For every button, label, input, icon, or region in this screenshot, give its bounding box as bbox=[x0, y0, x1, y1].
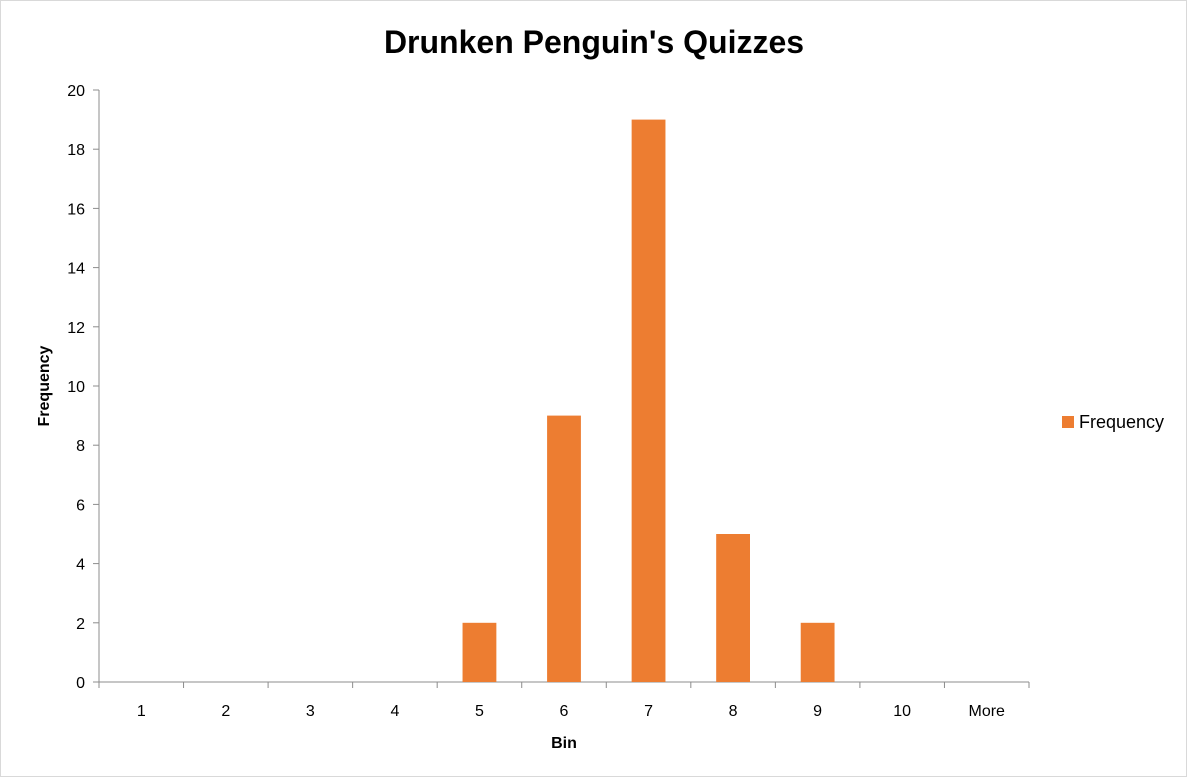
x-tick-label: 10 bbox=[893, 703, 911, 720]
y-tick-label: 16 bbox=[67, 201, 85, 218]
y-tick-label: 6 bbox=[76, 497, 85, 514]
x-axis: 1 2 3 4 5 6 7 8 9 10 More bbox=[98, 681, 1030, 720]
bar bbox=[716, 534, 750, 682]
y-tick-label: 4 bbox=[76, 557, 85, 574]
bar bbox=[547, 415, 581, 682]
y-tick-label: 2 bbox=[76, 616, 85, 633]
x-tick-label: 6 bbox=[560, 703, 569, 720]
bar bbox=[800, 622, 835, 682]
legend: Frequency bbox=[1062, 412, 1164, 432]
legend-label: Frequency bbox=[1079, 412, 1164, 432]
y-tick-label: 8 bbox=[76, 438, 85, 455]
x-tick-label: More bbox=[969, 703, 1006, 720]
legend-swatch bbox=[1062, 416, 1074, 428]
x-tick-label: 7 bbox=[644, 703, 653, 720]
y-tick-label: 18 bbox=[67, 142, 85, 159]
y-tick-label: 20 bbox=[67, 83, 85, 100]
x-tick-label: 4 bbox=[390, 703, 399, 720]
bar bbox=[462, 622, 497, 682]
y-axis: 0 2 4 6 8 10 12 14 16 18 20 bbox=[67, 83, 100, 692]
x-tick-label: 8 bbox=[729, 703, 738, 720]
x-tick-label: 1 bbox=[137, 703, 146, 720]
y-axis-title: Frequency bbox=[36, 345, 53, 426]
x-tick-label: 3 bbox=[306, 703, 315, 720]
bar bbox=[631, 119, 666, 683]
bar-series bbox=[462, 119, 835, 683]
y-tick-label: 0 bbox=[76, 675, 85, 692]
chart-title: Drunken Penguin's Quizzes bbox=[384, 24, 804, 60]
y-tick-label: 14 bbox=[67, 261, 85, 278]
y-tick-label: 10 bbox=[67, 379, 85, 396]
x-tick-label: 5 bbox=[475, 703, 484, 720]
x-tick-label: 9 bbox=[813, 703, 822, 720]
x-tick-label: 2 bbox=[221, 703, 230, 720]
y-tick-label: 12 bbox=[67, 320, 85, 337]
x-axis-title: Bin bbox=[551, 735, 577, 752]
